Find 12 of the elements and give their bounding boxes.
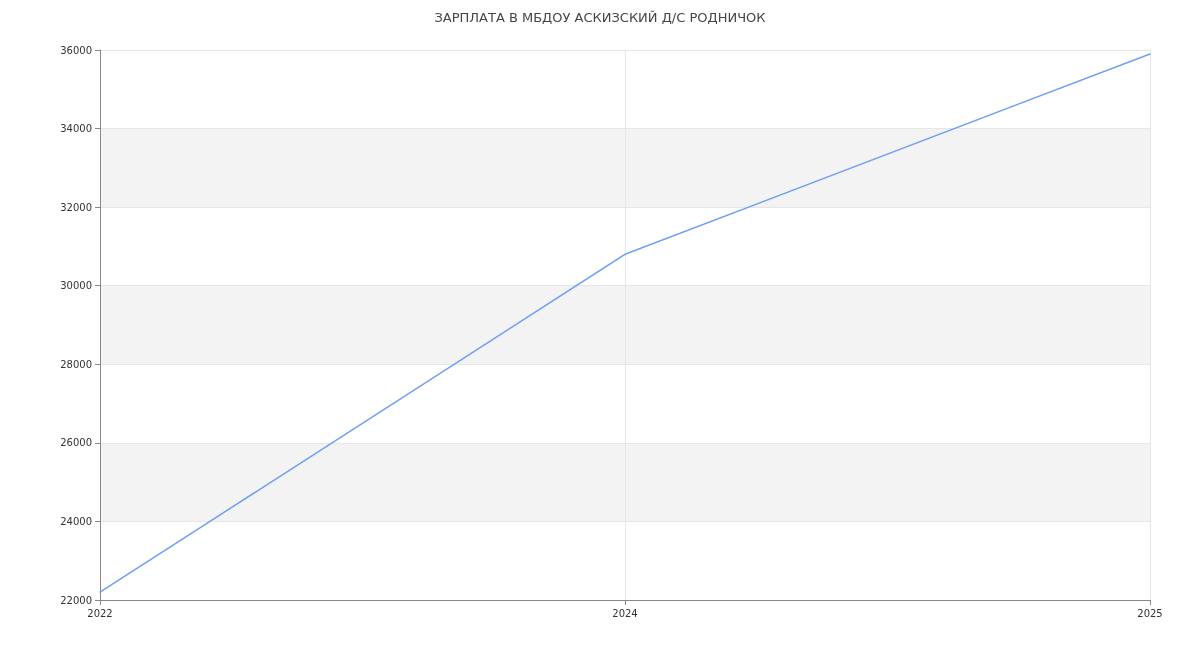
y-tick-label: 26000 [60, 437, 92, 449]
y-tick-label: 28000 [60, 358, 92, 370]
x-tick-label: 2025 [1137, 607, 1163, 619]
y-tick-label: 32000 [60, 201, 92, 213]
y-tick-label: 36000 [60, 44, 92, 56]
y-tick-label: 22000 [60, 594, 92, 606]
y-tick-label: 34000 [60, 123, 92, 135]
x-tick-label: 2024 [612, 607, 638, 619]
x-tick-label: 2022 [87, 607, 113, 619]
chart-title: ЗАРПЛАТА В МБДОУ АСКИЗСКИЙ Д/С РОДНИЧОК [434, 10, 766, 25]
y-tick-label: 24000 [60, 515, 92, 527]
y-tick-label: 30000 [60, 280, 92, 292]
